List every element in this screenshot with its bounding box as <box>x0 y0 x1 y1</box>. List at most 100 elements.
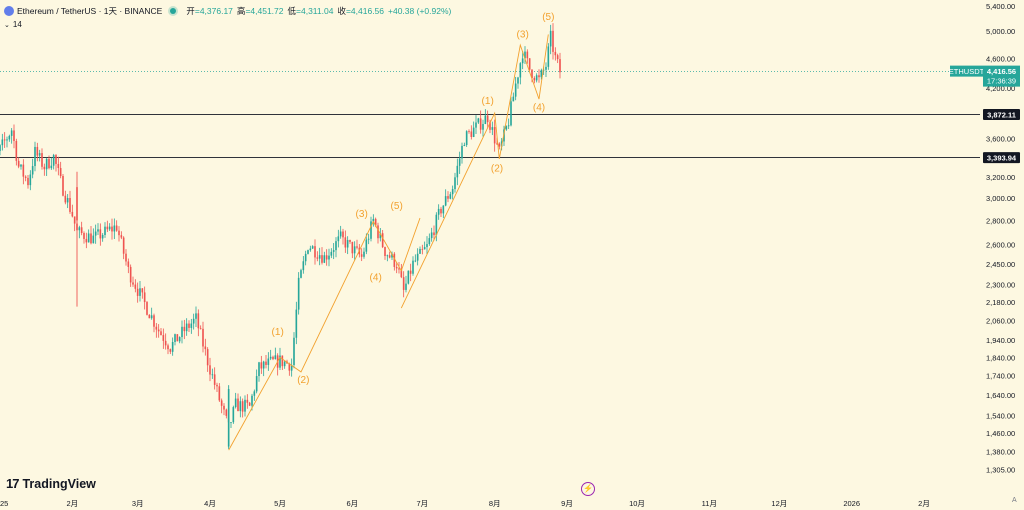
candle-body <box>463 144 466 146</box>
current-price-tag <box>983 65 1020 87</box>
candle-body <box>111 226 113 232</box>
candle-body <box>251 395 253 406</box>
candle-body <box>414 260 417 262</box>
candle-body <box>468 131 470 132</box>
candle-body <box>246 399 249 403</box>
candle-body <box>437 208 440 215</box>
candle-body <box>400 269 403 278</box>
candle-body <box>538 75 540 78</box>
open-label: 开 <box>186 6 195 16</box>
candle-body <box>164 340 167 346</box>
candle-body <box>412 260 414 274</box>
candle-body <box>351 241 354 254</box>
candle-body <box>521 58 524 64</box>
candle-body <box>290 365 293 371</box>
wave-label: (4) <box>370 272 382 283</box>
candle-body <box>332 250 335 252</box>
candle-body <box>274 355 277 360</box>
candle-body <box>230 422 232 423</box>
candle-body <box>391 253 393 258</box>
candle-body <box>120 235 123 238</box>
candle-body <box>433 232 435 236</box>
candle-body <box>461 145 463 159</box>
price-tick-label: 2,800.00 <box>986 216 1015 225</box>
candle-body <box>223 405 225 410</box>
candle-body <box>169 349 172 352</box>
candle-body <box>31 166 34 175</box>
candle-body <box>178 337 181 342</box>
candle-body <box>265 361 267 365</box>
candle-body <box>302 261 305 271</box>
lightning-icon[interactable]: ⚡ <box>581 482 595 496</box>
candle-body <box>449 194 452 199</box>
price-tick-label: 4,600.00 <box>986 54 1015 63</box>
candle-body <box>309 248 312 251</box>
auto-scale-button[interactable]: A <box>1012 497 1017 504</box>
candle-body <box>6 139 8 141</box>
candle-body <box>493 127 496 144</box>
tradingview-icon: 17 <box>6 476 20 491</box>
candle-body <box>143 292 146 303</box>
candle-body <box>29 174 32 186</box>
tradingview-logo[interactable]: 17 TradingView <box>6 476 96 491</box>
candle-body <box>27 177 29 186</box>
candle-body <box>512 96 515 102</box>
indicator-row[interactable]: ⌄ 14 <box>4 20 22 29</box>
price-tick-label: 1,380.00 <box>986 447 1015 456</box>
candle-body <box>311 246 314 249</box>
candle-body <box>225 409 228 416</box>
candle-body <box>430 232 433 239</box>
high-label: 高 <box>236 6 246 16</box>
time-tick-label: 5月 <box>274 499 286 508</box>
candle-body <box>456 165 459 178</box>
candle-body <box>52 155 55 166</box>
candle-body <box>227 389 230 447</box>
candle-body <box>197 313 200 329</box>
candle-body <box>316 257 319 259</box>
candle-body <box>423 247 426 250</box>
time-tick-label: 10月 <box>629 499 645 508</box>
candle-body <box>94 231 97 236</box>
candle-body <box>125 253 127 262</box>
candle-body <box>339 231 342 237</box>
candle-body <box>48 158 50 169</box>
candle-body <box>216 384 218 387</box>
low-value: =4,311.04 <box>296 6 334 16</box>
open-value: =4,376.17 <box>194 6 233 16</box>
candle-body <box>115 225 118 231</box>
candle-body <box>13 130 15 142</box>
candle-body <box>132 282 134 285</box>
indicator-value: 14 <box>12 20 22 29</box>
candle-body <box>409 270 412 274</box>
candle-body <box>559 59 561 73</box>
wave-label: (3) <box>356 209 368 220</box>
time-tick-label: 11月 <box>702 499 717 508</box>
candle-body <box>547 46 550 67</box>
candle-body <box>36 146 39 156</box>
candle-body <box>204 346 207 350</box>
high-value: =4,451.72 <box>245 6 284 16</box>
candle-body <box>192 318 195 324</box>
candle-body <box>451 189 454 195</box>
level-price-tag <box>983 109 1020 121</box>
candlestick-series <box>0 23 561 449</box>
time-tick-label: 6月 <box>346 499 358 508</box>
chevron-down-icon[interactable]: ⌄ <box>4 21 10 29</box>
candle-body <box>505 126 508 130</box>
candle-body <box>85 238 88 243</box>
candle-body <box>454 177 456 190</box>
candle-body <box>218 386 221 401</box>
candle-body <box>129 266 132 283</box>
candle-body <box>141 288 144 293</box>
time-tick-label: 7月 <box>416 499 428 508</box>
candle-body <box>491 127 494 130</box>
symbol-title[interactable]: Ethereum / TetherUS · 1天 · BINANCE <box>17 6 163 16</box>
candle-body <box>524 51 526 59</box>
candle-body <box>122 237 125 254</box>
price-tick-label: 3,200.00 <box>986 173 1015 182</box>
candle-body <box>344 237 347 248</box>
level-price-value: 3,872.11 <box>987 110 1016 119</box>
time-axis: 2025 2月 3月 4月 5月 6月 7月 8月 9月 10月 11月 12月 2026 2月 <box>0 499 930 508</box>
candle-body <box>43 166 46 170</box>
